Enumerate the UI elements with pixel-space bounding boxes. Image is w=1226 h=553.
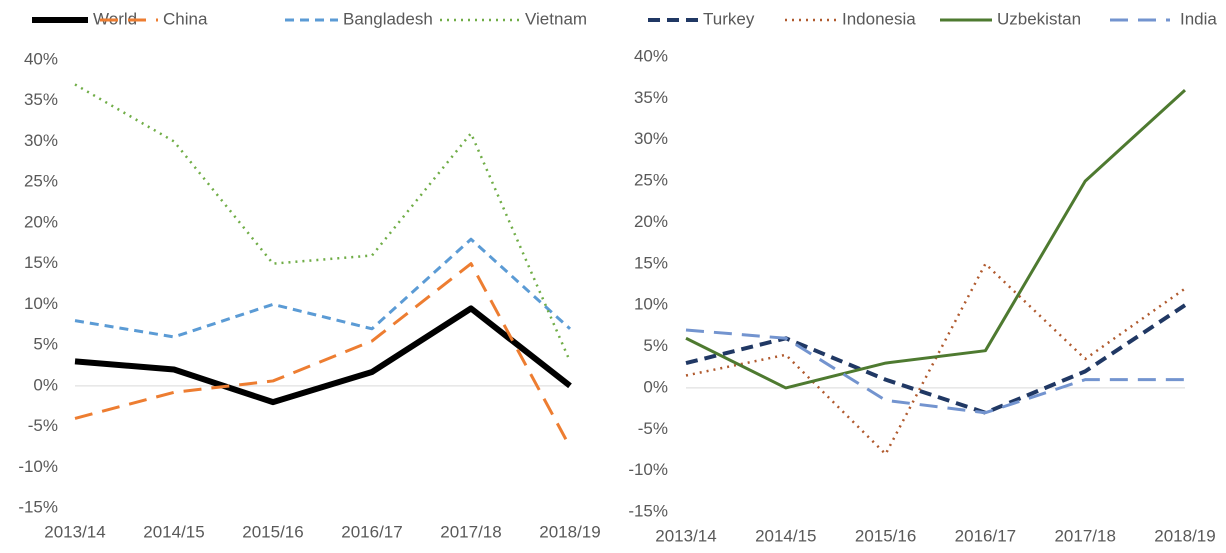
series-line [685,303,1187,415]
y-tick-label: 40% [24,49,58,68]
series-line [685,88,1187,390]
legend-label: China [163,9,208,28]
y-tick-label: 5% [643,336,668,355]
series-line [685,328,1185,415]
y-tick-label: -10% [18,457,58,476]
x-tick-label: 2018/19 [1154,526,1215,545]
y-tick-label: -15% [18,497,58,516]
series-line [74,83,572,362]
y-tick-label: -5% [638,419,668,438]
legend-label: Vietnam [525,9,587,28]
y-tick-label: 10% [634,295,668,314]
series-line [74,262,572,448]
x-tick-label: 2014/15 [755,526,816,545]
series-line [74,305,572,406]
legend-label: Bangladesh [343,9,433,28]
y-tick-label: -15% [628,501,668,520]
y-tick-label: 25% [24,172,58,191]
legend-label: Indonesia [842,9,916,28]
x-tick-label: 2013/14 [44,522,105,541]
y-tick-label: 0% [33,375,58,394]
legend-label: India [1180,9,1217,28]
x-tick-label: 2016/17 [955,526,1016,545]
y-tick-label: 15% [634,253,668,272]
y-tick-label: 20% [24,212,58,231]
x-tick-label: 2017/18 [1054,526,1115,545]
x-tick-label: 2015/16 [855,526,916,545]
y-tick-label: 0% [643,377,668,396]
x-tick-label: 2017/18 [440,522,501,541]
y-tick-label: 35% [634,88,668,107]
y-tick-label: 10% [24,294,58,313]
y-tick-label: 5% [33,335,58,354]
x-tick-label: 2015/16 [242,522,303,541]
x-tick-label: 2018/19 [539,522,600,541]
y-tick-label: 25% [634,171,668,190]
series-line [74,237,572,339]
x-tick-label: 2013/14 [655,526,716,545]
series-line [685,262,1186,456]
y-tick-label: 35% [24,90,58,109]
y-tick-label: 40% [634,46,668,65]
x-tick-label: 2014/15 [143,522,204,541]
legend-label: Uzbekistan [997,9,1081,28]
y-tick-label: 30% [24,131,58,150]
legend-label: Turkey [703,9,755,28]
y-tick-label: 15% [24,253,58,272]
y-tick-label: 30% [634,129,668,148]
y-tick-label: -10% [628,460,668,479]
x-tick-label: 2016/17 [341,522,402,541]
y-tick-label: -5% [28,416,58,435]
y-tick-label: 20% [634,212,668,231]
